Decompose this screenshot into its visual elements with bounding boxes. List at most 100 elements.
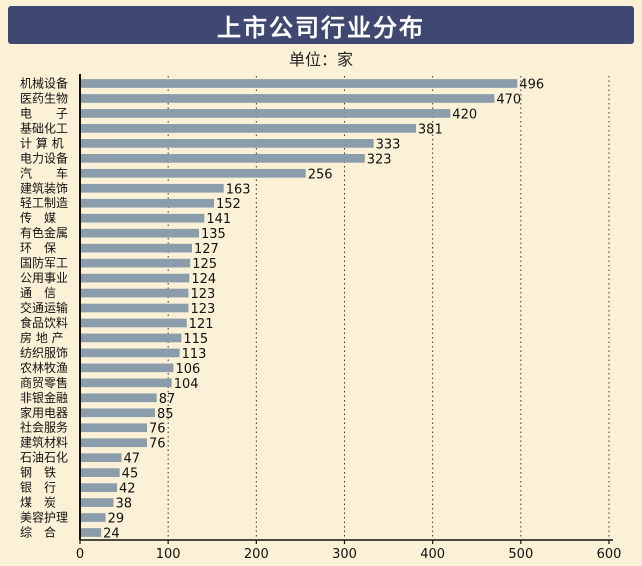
value-label: 124 — [191, 272, 216, 287]
bar — [80, 348, 180, 358]
value-label: 333 — [376, 137, 401, 152]
value-label: 115 — [183, 332, 208, 347]
bar — [80, 423, 148, 433]
category-label: 煤 炭 — [20, 496, 56, 510]
value-label: 141 — [206, 212, 231, 227]
bar — [80, 288, 189, 298]
bar — [80, 109, 451, 118]
bar — [80, 513, 106, 522]
bar — [80, 498, 114, 507]
bar — [80, 124, 416, 133]
value-label: 113 — [182, 347, 207, 362]
category-label: 非银金融 — [20, 390, 68, 405]
bar — [80, 153, 365, 163]
value-label: 42 — [119, 482, 136, 497]
value-label: 24 — [103, 527, 120, 542]
category-label: 综 合 — [20, 525, 56, 540]
category-label: 商贸零售 — [20, 375, 68, 390]
value-label: 121 — [189, 317, 214, 332]
chart-title: 上市公司行业分布 — [8, 6, 634, 44]
value-label: 381 — [418, 122, 443, 137]
value-label: 496 — [519, 77, 544, 92]
bar — [80, 139, 374, 148]
value-label: 104 — [174, 377, 199, 392]
x-tick-label: 200 — [244, 547, 269, 562]
category-label: 建筑装饰 — [20, 180, 68, 195]
category-label: 银 行 — [20, 481, 56, 495]
bar — [80, 378, 172, 388]
category-label: 建筑材料 — [20, 435, 68, 450]
value-label: 45 — [122, 467, 139, 482]
bar — [80, 528, 102, 537]
value-label: 125 — [192, 257, 217, 272]
bar — [80, 258, 191, 268]
unit-label: 单位：家 — [288, 50, 353, 69]
bar — [80, 453, 122, 463]
bar — [80, 438, 148, 448]
category-label: 房 地 产 — [20, 330, 64, 345]
value-label: 256 — [308, 167, 333, 182]
x-tick-label: 100 — [156, 547, 181, 562]
category-label: 医药生物 — [20, 91, 68, 105]
category-label: 有色金属 — [20, 225, 68, 240]
value-label: 106 — [175, 362, 200, 377]
bar — [80, 408, 155, 418]
category-label: 家用电器 — [20, 405, 68, 420]
value-label: 85 — [157, 407, 174, 422]
category-label: 机械设备 — [20, 75, 68, 90]
category-label: 传 媒 — [20, 210, 56, 225]
value-label: 123 — [190, 287, 215, 302]
value-label: 29 — [108, 512, 125, 527]
category-label: 石油石化 — [20, 451, 68, 465]
category-label: 电 子 — [20, 106, 68, 120]
category-label: 纺织服饰 — [20, 346, 68, 360]
bar — [80, 94, 495, 103]
category-label: 公用事业 — [20, 271, 68, 285]
category-label: 交通运输 — [20, 300, 68, 315]
category-label: 国防军工 — [20, 255, 68, 270]
bar — [80, 79, 518, 88]
x-tick-label: 500 — [508, 547, 533, 562]
bar — [80, 363, 174, 373]
bar — [80, 303, 189, 313]
value-label: 470 — [496, 92, 521, 107]
value-label: 127 — [194, 242, 219, 257]
value-label: 76 — [149, 437, 166, 452]
value-label: 163 — [226, 182, 251, 197]
value-label: 76 — [149, 422, 166, 437]
bar — [80, 213, 205, 223]
bar — [80, 483, 118, 492]
x-tick-label: 0 — [76, 547, 84, 562]
category-label: 计 算 机 — [20, 135, 64, 150]
value-label: 152 — [216, 197, 241, 212]
category-label: 轻工制造 — [20, 196, 68, 210]
category-label: 基础化工 — [20, 121, 68, 135]
x-tick-label: 400 — [420, 547, 445, 562]
value-label: 38 — [116, 497, 133, 512]
bar — [80, 468, 120, 477]
value-label: 123 — [190, 302, 215, 317]
category-label: 环 保 — [20, 241, 56, 255]
value-label: 323 — [367, 152, 392, 167]
category-label: 社会服务 — [20, 420, 68, 435]
category-label: 汽 车 — [20, 165, 68, 180]
x-tick-label: 300 — [332, 547, 357, 562]
bar — [80, 228, 200, 238]
value-label: 87 — [159, 392, 176, 407]
value-label: 135 — [201, 227, 226, 242]
bar — [80, 333, 182, 343]
value-label: 420 — [452, 107, 477, 122]
bar — [80, 243, 192, 253]
value-label: 47 — [123, 452, 140, 467]
bar — [80, 273, 190, 283]
category-label: 农林牧渔 — [20, 361, 68, 375]
category-label: 钢 铁 — [20, 466, 56, 480]
category-label: 美容护理 — [20, 510, 68, 525]
bar — [80, 198, 215, 208]
bar — [80, 183, 224, 193]
bar — [80, 393, 157, 403]
bar — [80, 318, 187, 328]
category-label: 食品饮料 — [20, 315, 68, 330]
x-tick-label: 600 — [597, 547, 622, 562]
